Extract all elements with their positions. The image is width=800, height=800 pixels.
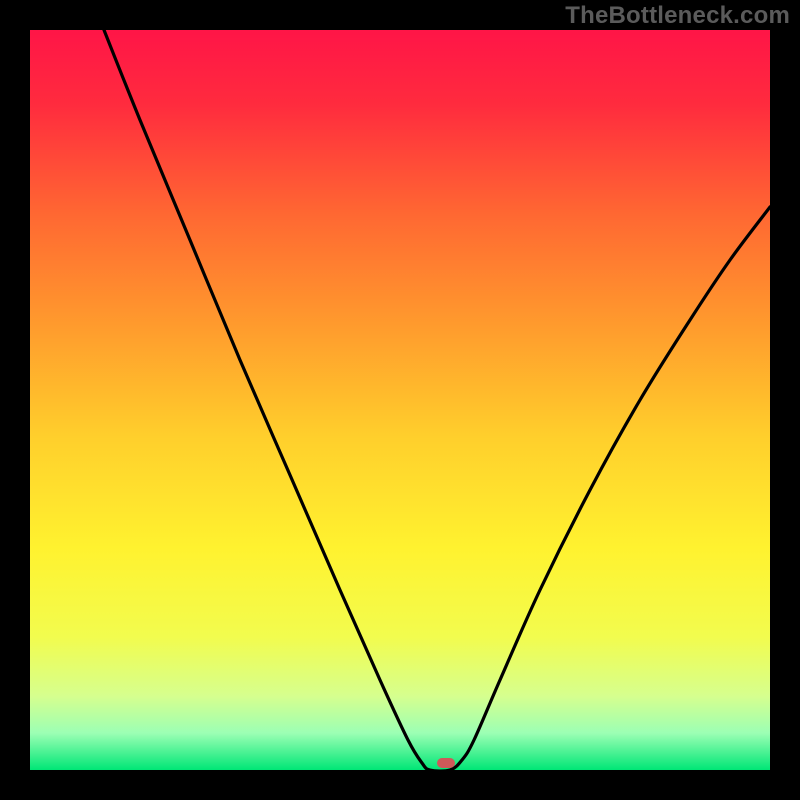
curve-path <box>104 30 770 770</box>
watermark-text: TheBottleneck.com <box>565 2 790 30</box>
bottleneck-curve <box>30 30 770 770</box>
bottleneck-marker <box>437 758 455 768</box>
plot-area <box>30 30 770 770</box>
outer-frame: TheBottleneck.com <box>0 0 800 800</box>
